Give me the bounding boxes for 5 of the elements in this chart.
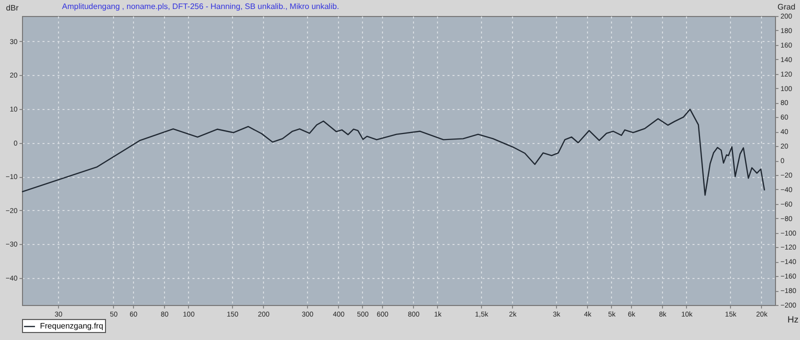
y-axis-title: dBr [6, 4, 19, 12]
legend-label: Frequenzgang.frq [40, 322, 104, 330]
x-axis-title: Hz [788, 314, 799, 324]
chart-title: Amplitudengang , noname.pls, DFT-256 - Hanning, SB unkalib., Mikro unkalib. [62, 2, 340, 11]
y2-axis-title: Grad [778, 2, 796, 12]
